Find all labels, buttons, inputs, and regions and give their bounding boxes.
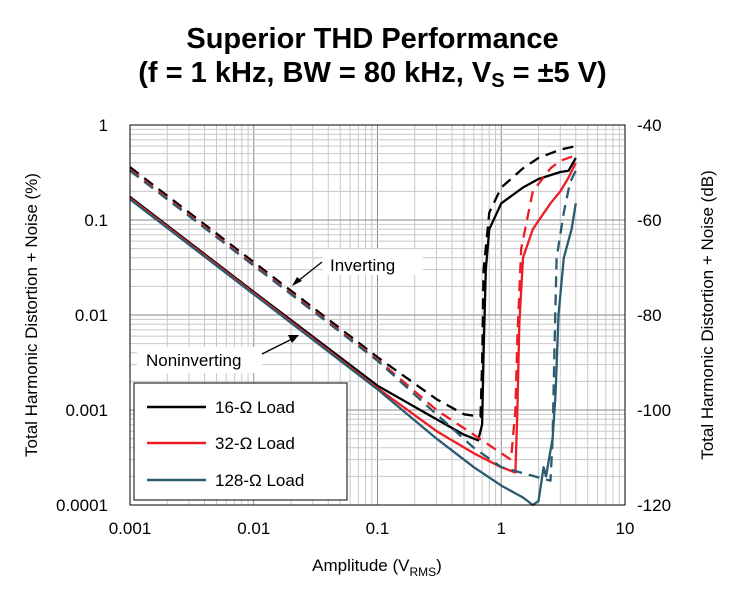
x-tick-label: 0.001 (109, 519, 152, 538)
y-tick-label: 0.1 (84, 211, 108, 230)
series-16-ohm-noninverting (129, 157, 577, 442)
x-tick-label: 1 (497, 519, 506, 538)
title-line2-prefix: (f = 1 kHz, BW = 80 kHz, V (138, 57, 492, 89)
inverting-annotation: Inverting (330, 256, 395, 275)
legend-label-16: 16-Ω Load (215, 398, 295, 417)
tick-labels: 0.001 0.01 0.1 1 100.00010.0010.010.11-120-1… (56, 116, 671, 538)
y-tick-label: 1 (99, 116, 108, 135)
plot-frame (129, 124, 626, 506)
y2-tick-label: -60 (637, 211, 662, 230)
x-tick-label: 0.01 (237, 519, 270, 538)
chart-title-line2: (f = 1 kHz, BW = 80 kHz, VS = ±5 V) (0, 57, 745, 92)
inverting-arrow-line (297, 261, 323, 282)
y2-tick-label: -100 (637, 401, 671, 420)
y-axis-label: Total Harmonic Distortion + Noise (%) (22, 173, 41, 457)
noninverting-arrow-line (261, 338, 293, 355)
series-16-ohm-inverting (129, 144, 577, 418)
noninverting-label-bg (137, 347, 262, 373)
y2-tick-label: -120 (637, 496, 671, 515)
y2-axis-label: Total Harmonic Distortion + Noise (dB) (698, 170, 717, 460)
series-32-ohm-noninverting (129, 162, 577, 474)
y-tick-label: 0.01 (75, 306, 108, 325)
y2-tick-label: -40 (637, 116, 662, 135)
x-axis-label-prefix: Amplitude (V (312, 556, 410, 575)
y2-tick-label: -80 (637, 306, 662, 325)
inverting-arrow-head (292, 277, 302, 286)
chart-title-line1: Superior THD Performance (186, 23, 559, 55)
legend-label-128: 128-Ω Load (215, 471, 304, 490)
inverting-label-bg (323, 249, 423, 275)
noninverting-arrow-head (288, 335, 299, 343)
series-128-ohm-noninverting (129, 198, 577, 507)
annotations: Inverting Noninverting (137, 249, 423, 373)
y-tick-label: 0.0001 (56, 496, 108, 515)
legend: 16-Ω Load 32-Ω Load 128-Ω Load (133, 382, 348, 501)
x-axis-label: Amplitude (VRMS) (312, 556, 442, 579)
x-tick-label: 0.1 (366, 519, 390, 538)
series-layer (129, 144, 577, 507)
x-axis-label-suffix: ) (436, 556, 442, 575)
x-tick-label: 10 (616, 519, 635, 538)
axis-labels: Amplitude (VRMS) Total Harmonic Distorti… (22, 170, 717, 579)
noninverting-annotation: Noninverting (146, 351, 241, 370)
series-128-ohm-inverting (129, 169, 577, 482)
title-line2-subscript: S (491, 70, 505, 92)
legend-label-32: 32-Ω Load (215, 434, 295, 453)
y-tick-label: 0.001 (65, 401, 108, 420)
title-line2-suffix: = ±5 V) (504, 57, 607, 89)
series-32-ohm-inverting (129, 154, 577, 461)
x-axis-label-subscript: RMS (409, 565, 436, 579)
